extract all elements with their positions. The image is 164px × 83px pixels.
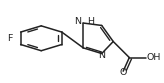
Text: N: N bbox=[74, 17, 82, 26]
Text: F: F bbox=[7, 34, 12, 43]
Text: OH: OH bbox=[147, 53, 161, 62]
Text: H: H bbox=[87, 17, 94, 26]
Text: N: N bbox=[98, 51, 105, 60]
Text: O: O bbox=[120, 68, 127, 77]
